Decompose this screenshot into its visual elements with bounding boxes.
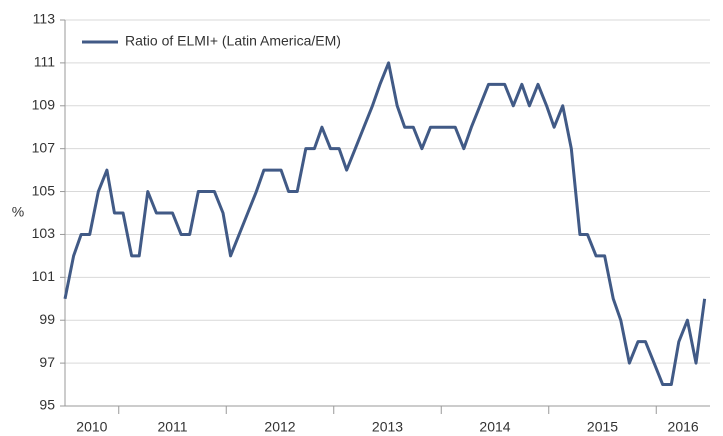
- x-tick-label: 2011: [157, 419, 187, 435]
- x-tick-label: 2013: [372, 419, 403, 435]
- data-line: [63, 61, 707, 387]
- y-tick-label: 113: [33, 11, 56, 27]
- x-tick-label: 2014: [479, 419, 510, 435]
- y-tick-label: 101: [32, 268, 56, 284]
- y-axis-label: %: [12, 204, 24, 220]
- y-tick-label: 95: [39, 397, 55, 413]
- x-tick-label: 2010: [76, 419, 107, 435]
- y-tick-label: 99: [39, 311, 55, 327]
- y-tick-label: 103: [32, 225, 56, 241]
- y-tick-label: 105: [32, 182, 56, 198]
- y-tick-label: 107: [32, 139, 56, 155]
- y-tick-label: 111: [34, 54, 55, 70]
- y-tick-label: 97: [39, 354, 55, 370]
- x-tick-label: 2016: [668, 419, 699, 435]
- legend-label: Ratio of ELMI+ (Latin America/EM): [125, 33, 341, 49]
- x-tick-label: 2015: [587, 419, 618, 435]
- y-tick-label: 109: [32, 96, 56, 112]
- x-tick-label: 2012: [264, 419, 295, 435]
